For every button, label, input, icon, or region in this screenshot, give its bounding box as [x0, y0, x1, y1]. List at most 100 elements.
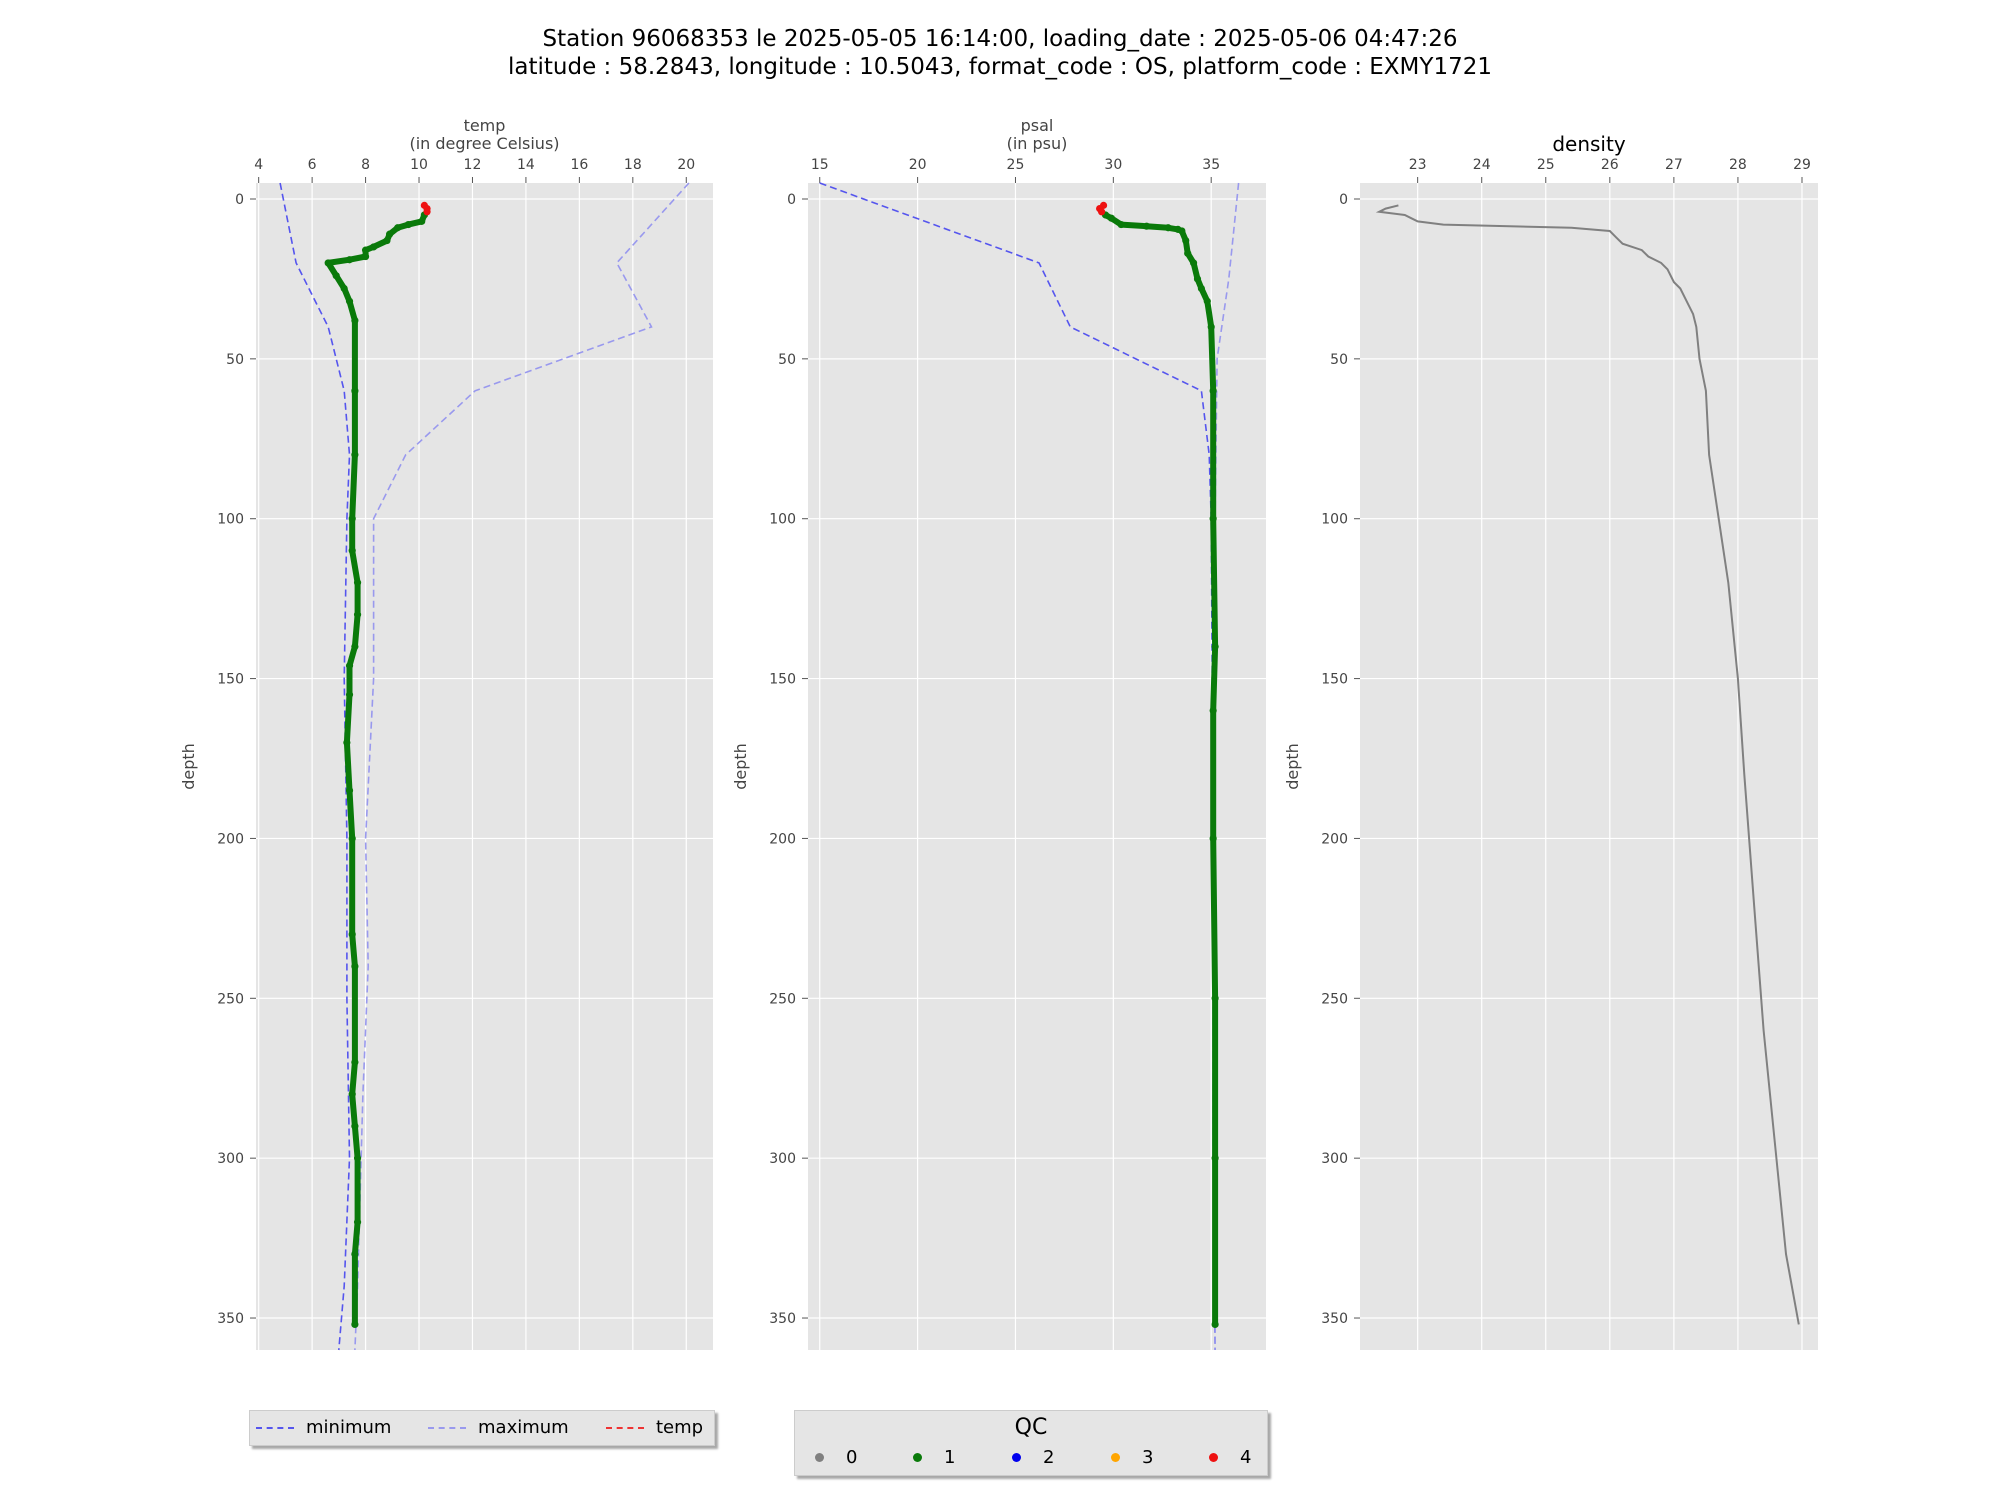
x-tick-label: 20 [677, 157, 695, 173]
data-point-qc1 [1197, 284, 1206, 293]
x-tick-label: 20 [909, 157, 927, 173]
legend-item-temp: temp [606, 1417, 703, 1438]
qc-legend: QC 0 1 2 3 4 [794, 1410, 1268, 1476]
y-tick-label: 50 [778, 352, 796, 368]
data-point-qc1 [394, 224, 402, 232]
qc-legend-title: QC [1014, 1415, 1048, 1440]
x-tick-label: 15 [811, 157, 829, 173]
axis-title-line: psal [1021, 116, 1054, 135]
data-point-qc1 [1211, 643, 1219, 651]
y-tick-label: 300 [217, 1151, 244, 1167]
y-tick-label: 100 [769, 512, 796, 528]
axis-title-line: temp [464, 116, 506, 135]
y-axis-label: depth [1283, 743, 1302, 790]
legend-label-temp: temp [656, 1417, 704, 1438]
y-tick-label: 0 [235, 192, 244, 208]
qc-dot-0 [815, 1453, 824, 1462]
data-point-qc1 [1143, 222, 1151, 230]
qc-label-4: 4 [1240, 1447, 1252, 1468]
qc-label-2: 2 [1043, 1447, 1055, 1468]
data-point-qc1 [345, 297, 354, 305]
y-tick-label: 250 [1321, 991, 1348, 1007]
data-point-qc1 [340, 284, 348, 293]
y-tick-label: 150 [769, 672, 796, 688]
data-point-qc1 [351, 387, 359, 395]
data-point-qc1 [348, 515, 356, 523]
data-point-qc1 [386, 230, 394, 238]
data-point-qc1 [418, 217, 426, 225]
axis-title-line: (in degree Celsius) [409, 134, 559, 153]
y-tick-label: 250 [769, 991, 796, 1007]
series-line-minimum [279, 182, 351, 1351]
data-point-qc1 [1211, 1154, 1219, 1162]
chart-panel-0: 4 6 8 10 12 14 16 18 20050100150200250300350temp… [179, 116, 713, 1351]
data-point-qc1 [353, 611, 362, 619]
qc-label-1: 1 [944, 1447, 956, 1468]
y-tick-label: 100 [217, 512, 244, 528]
panel-title: density [1552, 132, 1625, 156]
y-tick-label: 350 [769, 1311, 796, 1327]
y-axis-label: depth [731, 743, 750, 790]
x-tick-label: 12 [464, 157, 482, 173]
legend-label-minimum: minimum [306, 1417, 392, 1438]
y-tick-label: 200 [1321, 831, 1348, 847]
data-point-qc1 [1209, 706, 1217, 715]
legend-swatch-minimum [256, 1426, 294, 1429]
x-tick-label: 4 [254, 157, 263, 173]
y-tick-label: 200 [769, 831, 796, 847]
data-point-qc1 [1211, 1320, 1219, 1329]
data-point-qc1 [1107, 214, 1115, 222]
data-point-qc1 [345, 786, 354, 795]
data-point-qc1 [348, 547, 356, 555]
data-point-qc1 [1209, 515, 1217, 523]
x-tick-label: 6 [308, 157, 317, 173]
data-point-qc1 [332, 272, 340, 280]
x-tick-label: 29 [1793, 157, 1811, 173]
data-point-qc1 [351, 316, 359, 325]
data-point-qc1 [404, 220, 412, 229]
data-point-qc1 [1203, 297, 1211, 305]
x-tick-label: 27 [1665, 157, 1683, 173]
data-point-qc1 [1184, 249, 1192, 257]
legend-swatch-maximum [428, 1426, 466, 1429]
y-tick-label: 150 [217, 672, 244, 688]
x-tick-label: 10 [410, 157, 428, 173]
y-tick-label: 300 [769, 1151, 796, 1167]
data-point-qc1 [1178, 227, 1186, 235]
qc-item-1: 1 [913, 1447, 955, 1468]
y-axis-label: depth [179, 743, 198, 790]
data-point-qc1 [1211, 994, 1219, 1002]
data-point-qc1 [353, 1218, 362, 1226]
qc-label-0: 0 [846, 1447, 858, 1468]
data-point-qc1 [383, 236, 391, 245]
plot-area-2 [1360, 183, 1818, 1350]
legend-swatch-temp [606, 1426, 644, 1429]
y-tick-label: 200 [217, 831, 244, 847]
x-tick-label: 28 [1729, 157, 1747, 173]
legend-item-maximum: maximum [428, 1417, 569, 1438]
x-tick-label: 23 [1409, 157, 1427, 173]
qc-dot-4 [1209, 1453, 1218, 1462]
plot-area-1 [808, 183, 1266, 1350]
x-tick-label: 35 [1202, 157, 1220, 173]
x-tick-label: 18 [624, 157, 642, 173]
x-tick-label: 24 [1473, 157, 1491, 173]
series-line-qc1 [1102, 212, 1219, 1328]
qc-label-3: 3 [1142, 1447, 1154, 1468]
y-tick-label: 350 [1321, 1311, 1348, 1327]
data-point-qc1 [1164, 224, 1172, 232]
data-point-qc1 [1189, 259, 1198, 267]
qc-dot-2 [1012, 1453, 1021, 1462]
data-point-qc1 [348, 834, 356, 843]
qc-dot-1 [913, 1453, 922, 1462]
data-point-qc1 [353, 1154, 362, 1162]
axis-title-line: (in psu) [1007, 134, 1068, 153]
data-point-qc1 [324, 259, 332, 267]
qc-item-3: 3 [1111, 1447, 1153, 1468]
data-point-qc1 [351, 962, 359, 970]
x-tick-label: 30 [1104, 157, 1122, 173]
line-legend: minimum maximum temp [249, 1410, 715, 1446]
data-point-qc1 [1193, 275, 1202, 283]
